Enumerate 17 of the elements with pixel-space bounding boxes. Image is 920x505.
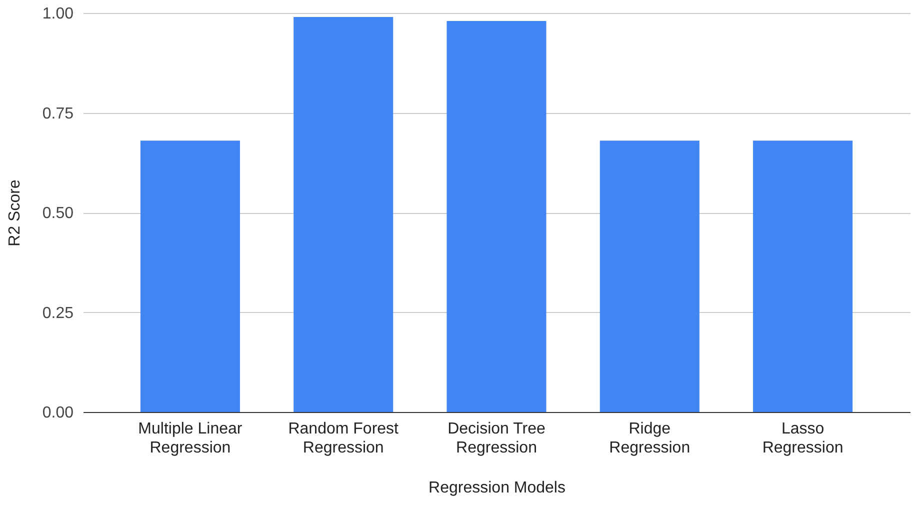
x-tick-label: Lasso Regression xyxy=(762,420,844,456)
y-tick-label: 0.75 xyxy=(42,105,74,122)
x-tick-label: Decision Tree Regression xyxy=(448,420,546,456)
y-axis-title: R2 Score xyxy=(6,180,24,246)
x-tick-label: Multiple Linear Regression xyxy=(138,420,243,456)
bar xyxy=(600,140,700,412)
y-tick-label: 1.00 xyxy=(42,6,74,22)
x-tick-label: Random Forest Regression xyxy=(288,420,400,456)
bar xyxy=(140,140,240,412)
y-tick-label: 0.25 xyxy=(42,304,74,322)
bar xyxy=(446,20,546,412)
x-tick-label: Ridge Regression xyxy=(609,420,690,456)
bar xyxy=(753,140,853,412)
y-tick-label: 0.50 xyxy=(42,205,74,222)
y-tick-label: 0.00 xyxy=(42,404,74,422)
bar xyxy=(294,16,394,412)
x-axis-title: Regression Models xyxy=(428,480,566,496)
